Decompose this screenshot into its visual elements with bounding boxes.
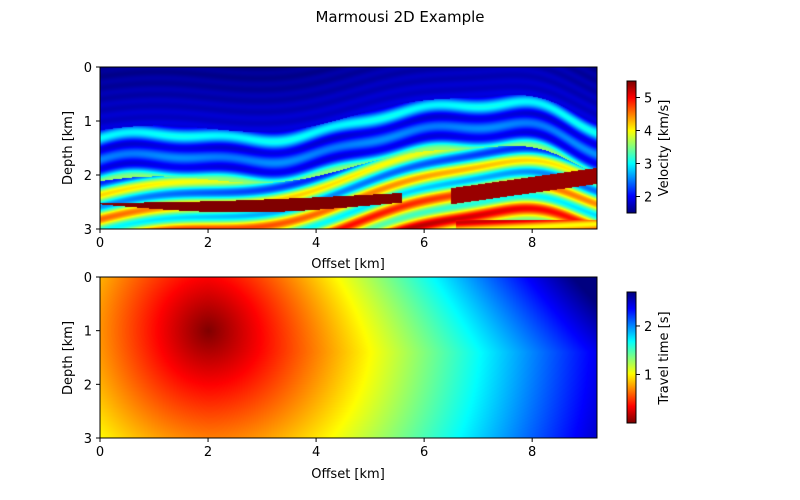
velocity-cbtick-label: 3 (644, 158, 652, 173)
traveltime-y-axis: 0 1 2 3 (84, 271, 100, 447)
traveltime-ytick-label: 1 (84, 325, 92, 340)
velocity-xtick-label: 0 (96, 236, 104, 251)
velocity-cbtick-label: 2 (644, 191, 652, 206)
traveltime-axes-frame (99, 276, 598, 439)
velocity-ytick-label: 0 (84, 61, 92, 76)
traveltime-colorbar-label: Travel time [s] (657, 311, 672, 405)
traveltime-cbtick-label: 1 (644, 368, 652, 383)
traveltime-xtick-label: 8 (528, 445, 536, 460)
velocity-xtick-label: 8 (528, 236, 536, 251)
traveltime-colorbar (627, 292, 636, 423)
traveltime-xtick-label: 0 (96, 445, 104, 460)
traveltime-xtick-label: 2 (204, 445, 212, 460)
velocity-cbtick-label: 5 (644, 92, 652, 107)
velocity-ytick-label: 2 (84, 169, 92, 184)
traveltime-x-label: Offset [km] (311, 467, 385, 482)
traveltime-heatmap (100, 277, 597, 438)
velocity-x-label: Offset [km] (311, 257, 385, 272)
velocity-x-axis: 0 2 4 6 8 (96, 229, 536, 251)
velocity-ytick-label: 1 (84, 115, 92, 130)
velocity-colorbar-frame (626, 80, 637, 214)
velocity-y-label: Depth [km] (61, 111, 76, 185)
velocity-colorbar-ticks: 2 3 4 5 (636, 92, 652, 206)
traveltime-xtick-label: 4 (312, 445, 320, 460)
velocity-y-axis: 0 1 2 3 (84, 61, 100, 238)
traveltime-ytick-label: 2 (84, 378, 92, 393)
velocity-heatmap (100, 67, 597, 229)
traveltime-xtick-label: 6 (420, 445, 428, 460)
velocity-colorbar (627, 81, 636, 213)
velocity-xtick-label: 2 (204, 236, 212, 251)
traveltime-ytick-label: 0 (84, 271, 92, 286)
velocity-xtick-label: 6 (420, 236, 428, 251)
traveltime-colorbar-ticks: 12 (636, 320, 652, 383)
traveltime-colorbar-frame (626, 291, 637, 424)
figure-title: Marmousi 2D Example (315, 8, 484, 26)
velocity-panel: 0 2 4 6 8 0 1 2 3 Offset [km] Depth [km] 2 3 4 5 V… (61, 61, 672, 272)
traveltime-y-label: Depth [km] (61, 321, 76, 395)
traveltime-x-axis: 0 2 4 6 8 (96, 438, 536, 460)
velocity-xtick-label: 4 (312, 236, 320, 251)
velocity-colorbar-label: Velocity [km/s] (657, 100, 672, 197)
velocity-axes-frame (99, 66, 598, 230)
velocity-ytick-label: 3 (84, 223, 92, 238)
traveltime-ytick-label: 3 (84, 432, 92, 447)
velocity-cbtick-label: 4 (644, 125, 652, 140)
traveltime-cbtick-label: 2 (644, 320, 652, 335)
